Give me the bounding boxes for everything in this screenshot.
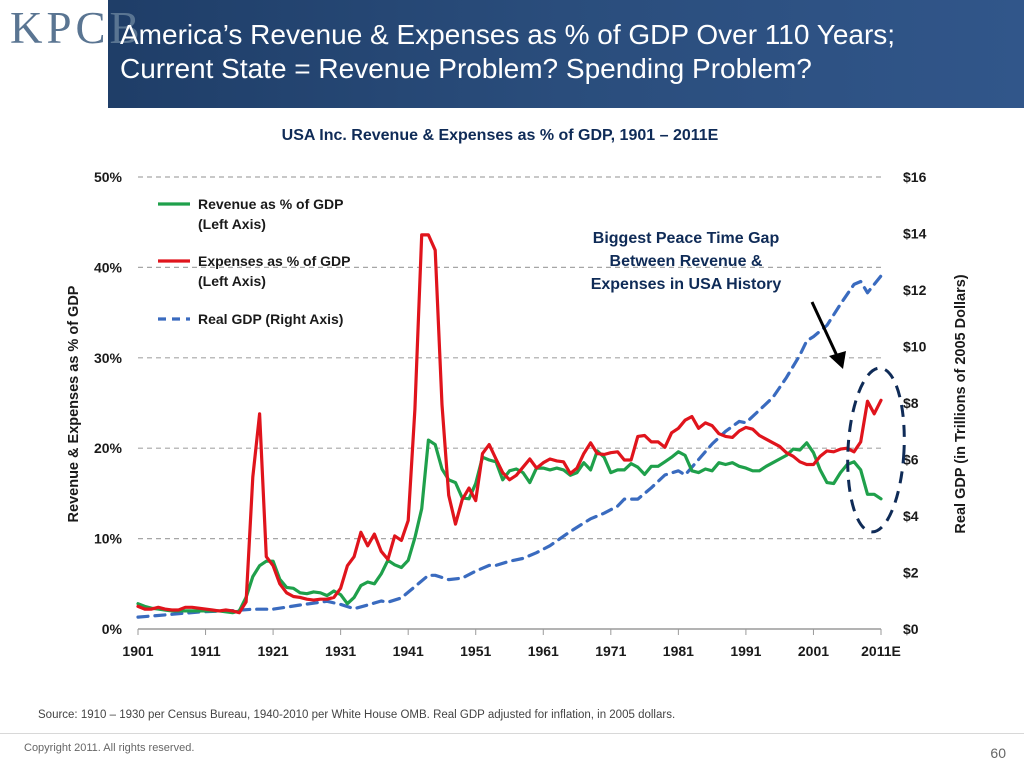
x-tick-label: 1981 (663, 643, 694, 659)
highlight-ellipse (846, 366, 906, 534)
y-right-tick-label: $8 (903, 395, 919, 411)
y-left-tick-label: 20% (94, 440, 123, 456)
legend-label: Real GDP (Right Axis) (198, 311, 343, 327)
x-tick-label: 1971 (595, 643, 626, 659)
axes: USA Inc. Revenue & Expenses as % of GDP,… (66, 127, 969, 659)
annotation-arrow-head (829, 351, 846, 369)
y-left-tick-label: 40% (94, 259, 123, 275)
y-right-tick-label: $4 (903, 508, 919, 524)
y-right-tick-label: $12 (903, 282, 927, 298)
legend-label: Expenses as % of GDP (198, 253, 351, 269)
y-left-tick-label: 30% (94, 350, 123, 366)
legend-label-sub: (Left Axis) (198, 216, 266, 232)
annotation-line-3: Expenses in USA History (591, 276, 782, 293)
y-right-tick-label: $10 (903, 339, 927, 355)
y-left-tick-label: 0% (102, 621, 123, 637)
y-left-tick-label: 50% (94, 169, 123, 185)
legend-label-sub: (Left Axis) (198, 273, 266, 289)
x-tick-label: 1961 (528, 643, 559, 659)
x-tick-label: 1911 (190, 643, 221, 659)
revenue-expenses-chart: USA Inc. Revenue & Expenses as % of GDP,… (66, 127, 969, 659)
y-right-tick-label: $14 (903, 226, 927, 242)
gridlines (138, 176, 881, 540)
source-note: Source: 1910 – 1930 per Census Bureau, 1… (38, 709, 676, 721)
slide-header: KPCB America’s Revenue & Expenses as % o… (0, 0, 1024, 108)
x-tick-label: 1951 (460, 643, 491, 659)
annotation-arrow-shaft (810, 301, 840, 359)
logo-text: KPCB (10, 3, 144, 53)
legend-label: Revenue as % of GDP (198, 196, 344, 212)
legend: Revenue as % of GDP (Left Axis) Expenses a… (158, 196, 351, 327)
expenses-line (136, 233, 883, 615)
revenue-line (136, 438, 883, 615)
y-right-tick-label: $0 (903, 621, 919, 637)
annotation-line-2: Between Revenue & (610, 253, 763, 270)
slide-title-line-2: Current State = Revenue Problem? Spendin… (120, 53, 812, 84)
x-tick-label: 2011E (861, 643, 901, 659)
x-tick-label: 1921 (258, 643, 289, 659)
series-lines (136, 233, 883, 619)
y-right-tick-label: $2 (903, 565, 919, 581)
page-number: 60 (990, 745, 1006, 761)
slide-title-line-1: America’s Revenue & Expenses as % of GDP… (120, 19, 896, 50)
kpcb-logo: KPCB (0, 0, 144, 108)
footer-divider (0, 733, 1024, 734)
annotation: Biggest Peace Time Gap Between Revenue & E… (591, 230, 906, 534)
copyright: Copyright 2011. All rights reserved. (24, 742, 195, 754)
y-left-axis-title: Revenue & Expenses as % of GDP (66, 285, 82, 522)
y-left-tick-label: 10% (94, 531, 123, 547)
annotation-line-1: Biggest Peace Time Gap (593, 230, 780, 247)
x-tick-label: 1991 (730, 643, 761, 659)
x-tick-label: 1901 (122, 643, 153, 659)
slide-title: America’s Revenue & Expenses as % of GDP… (120, 18, 1010, 86)
x-tick-label: 2001 (798, 643, 829, 659)
y-right-tick-label: $6 (903, 452, 919, 468)
x-tick-label: 1941 (393, 643, 424, 659)
y-right-tick-label: $16 (903, 169, 927, 185)
real-gdp-line (136, 274, 883, 619)
chart-title: USA Inc. Revenue & Expenses as % of GDP,… (282, 127, 719, 144)
y-right-axis-title: Real GDP (in Trillions of 2005 Dollars) (953, 274, 969, 533)
x-tick-label: 1931 (325, 643, 356, 659)
